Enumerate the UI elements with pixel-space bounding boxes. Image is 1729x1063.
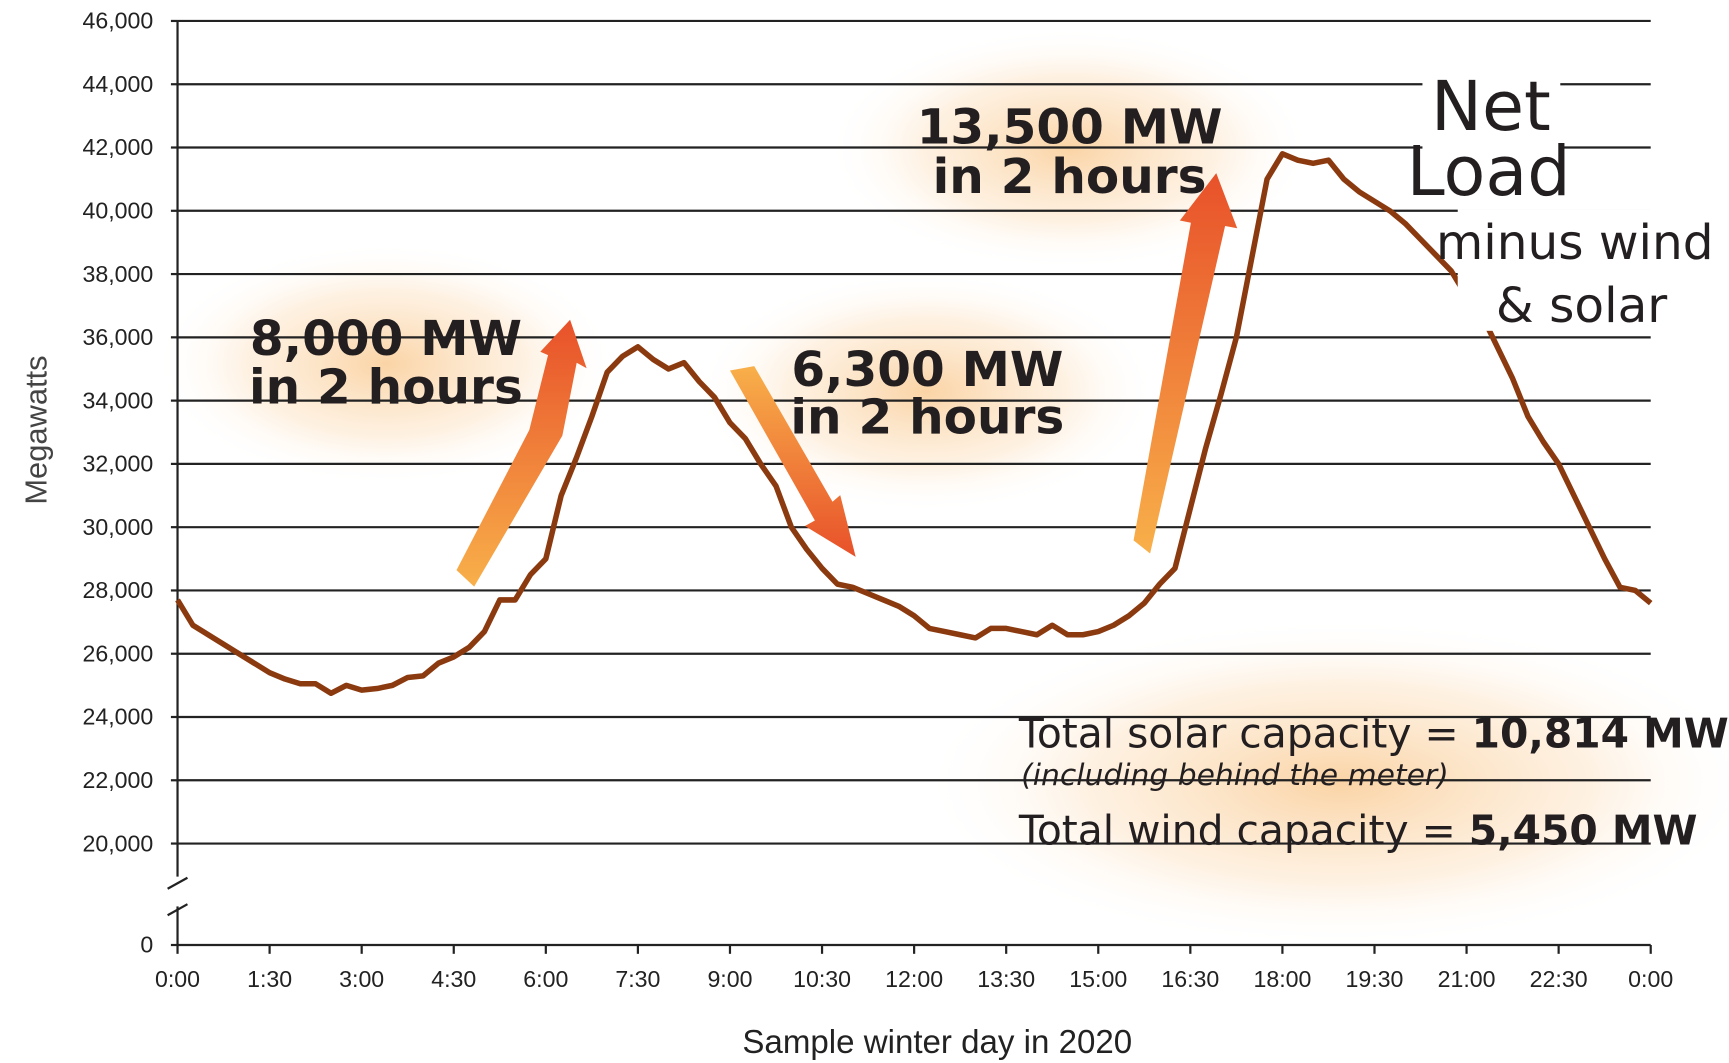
x-tick-label: 18:00 xyxy=(1253,966,1311,992)
y-tick-label: 36,000 xyxy=(82,324,153,350)
axis-break xyxy=(167,876,188,890)
y-tick-label: 38,000 xyxy=(82,261,153,287)
annotation: Net xyxy=(1431,68,1551,147)
y-tick-label: 26,000 xyxy=(82,640,153,666)
y-tick-label: 42,000 xyxy=(82,134,153,160)
axis-break xyxy=(167,903,188,917)
annotation: 13,500 MW xyxy=(917,99,1223,155)
grid: 0 20,000 22,000 24,000 26,000 28,000 30,000 32,… xyxy=(82,8,1673,992)
x-tick-label: 9:00 xyxy=(707,966,752,992)
background-glows xyxy=(154,27,1729,949)
y-tick-label: 28,000 xyxy=(82,577,153,603)
annotation: in 2 hours xyxy=(249,360,523,416)
x-tick-label: 0:00 xyxy=(1628,966,1673,992)
annotation-text: Total solar capacity = xyxy=(1018,710,1472,758)
y-tick-label: 20,000 xyxy=(82,830,153,856)
annotation: Total wind capacity = 5,450 MW xyxy=(1018,807,1698,855)
annotation-value: 5,450 MW xyxy=(1469,807,1698,855)
y-tick-label: 44,000 xyxy=(82,71,153,97)
annotation: in 2 hours xyxy=(933,149,1207,205)
annotation: Total solar capacity = 10,814 MW xyxy=(1018,710,1729,758)
x-tick-label: 7:30 xyxy=(615,966,660,992)
x-tick-label: 15:00 xyxy=(1069,966,1127,992)
x-tick-label: 10:30 xyxy=(793,966,851,992)
x-tick-label: 16:30 xyxy=(1161,966,1219,992)
x-tick-label: 0:00 xyxy=(155,966,200,992)
x-tick-label: 12:00 xyxy=(885,966,943,992)
x-tick-label: 1:30 xyxy=(247,966,292,992)
x-tick-label: 4:30 xyxy=(431,966,476,992)
y-tick-label: 40,000 xyxy=(82,198,153,224)
y-tick-label: 34,000 xyxy=(82,387,153,413)
plot xyxy=(175,151,1653,697)
annotation: 8,000 MW xyxy=(250,311,522,367)
x-tick-label: 19:30 xyxy=(1346,966,1404,992)
annotation: minus wind xyxy=(1436,215,1714,271)
y-tick-label: 32,000 xyxy=(82,451,153,477)
x-axis-label: Sample winter day in 2020 xyxy=(742,1024,1132,1061)
annotation: in 2 hours xyxy=(790,389,1064,445)
y-tick-label: 24,000 xyxy=(82,704,153,730)
annotation: 6,300 MW xyxy=(791,342,1063,398)
x-tick-label: 22:30 xyxy=(1530,966,1588,992)
y-tick-label: 22,000 xyxy=(82,767,153,793)
annotations: 8,000 MW in 2 hours 6,300 MW in 2 hours … xyxy=(249,66,1729,855)
y-tick-label: 46,000 xyxy=(82,8,153,34)
annotation: & solar xyxy=(1496,278,1667,334)
y-tick-label: 30,000 xyxy=(82,514,153,540)
arrows xyxy=(456,173,1238,587)
annotation-value: 10,814 MW xyxy=(1472,710,1729,758)
line xyxy=(175,151,1653,697)
x-tick-label: 21:00 xyxy=(1438,966,1496,992)
annotation-text: Total wind capacity = xyxy=(1018,807,1469,855)
annotation: Load xyxy=(1407,133,1571,212)
x-tick-label: 3:00 xyxy=(339,966,384,992)
annotation: (including behind the meter) xyxy=(1021,758,1449,793)
x-tick-label: 13:30 xyxy=(977,966,1035,992)
y-axis-label: Megawatts xyxy=(18,355,53,504)
y-tick-label: 0 xyxy=(140,932,153,958)
x-tick-label: 6:00 xyxy=(523,966,568,992)
